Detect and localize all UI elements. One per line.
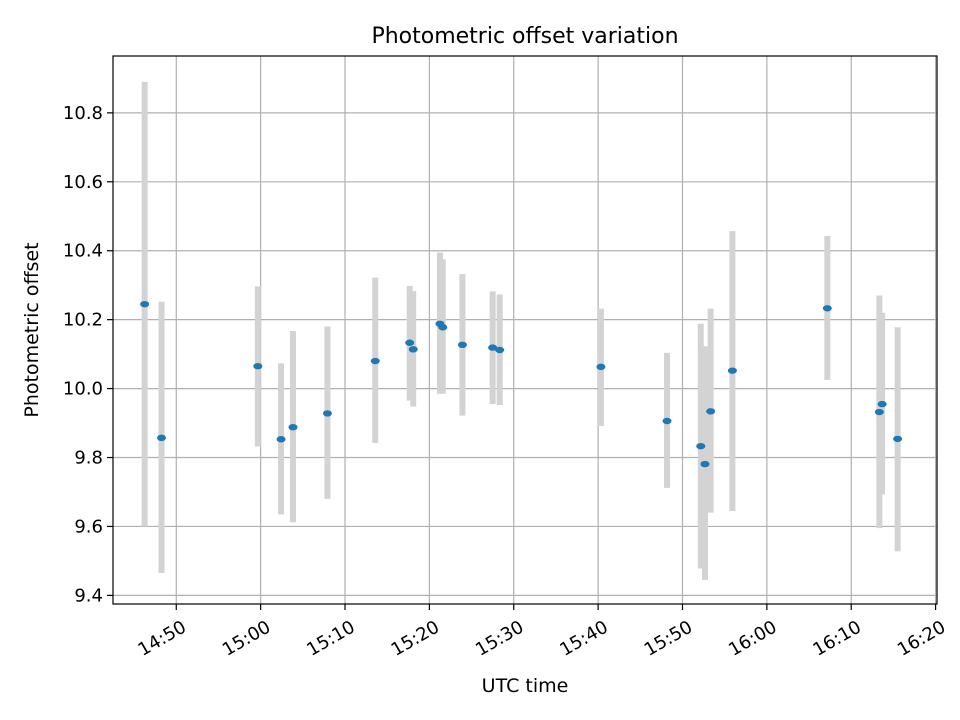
y-tick-label: 9.4 [74, 585, 103, 606]
data-point [157, 434, 167, 442]
data-point [457, 341, 467, 349]
data-point [596, 363, 606, 371]
data-point [276, 436, 286, 443]
data-point [495, 346, 505, 354]
data-point [488, 344, 498, 351]
data-point [696, 442, 706, 450]
data-point [893, 435, 903, 443]
grid-lines [113, 56, 937, 604]
y-tick-label: 9.8 [74, 448, 103, 469]
data-point [877, 400, 887, 408]
data-point [727, 367, 737, 374]
y-tick-label: 10.2 [63, 310, 103, 331]
data-point [706, 408, 716, 415]
data-point [438, 324, 448, 331]
y-tick-label: 10.8 [63, 103, 103, 124]
y-axis: 9.4 9.6 9.8 10.0 10.2 10.4 10.6 10.8 [63, 103, 113, 606]
y-tick-label: 10.6 [63, 172, 103, 193]
x-axis-label: UTC time [482, 675, 569, 697]
data-point [288, 423, 298, 431]
data-point [405, 339, 415, 346]
y-tick-label: 10.0 [63, 379, 103, 400]
data-point [370, 357, 380, 365]
data-point [253, 362, 263, 370]
data-point [700, 460, 710, 468]
data-point [140, 300, 150, 308]
data-point [322, 410, 332, 417]
plot-frame [112, 55, 938, 605]
chart-title: Photometric offset variation [371, 24, 678, 49]
data-point [408, 346, 418, 353]
data-point [822, 305, 832, 312]
data-markers [140, 300, 903, 468]
y-axis-label: Photometric offset [21, 242, 43, 417]
data-point [662, 417, 672, 425]
y-tick-label: 10.4 [63, 241, 103, 262]
data-point [874, 408, 884, 416]
y-tick-label: 9.6 [74, 516, 103, 537]
